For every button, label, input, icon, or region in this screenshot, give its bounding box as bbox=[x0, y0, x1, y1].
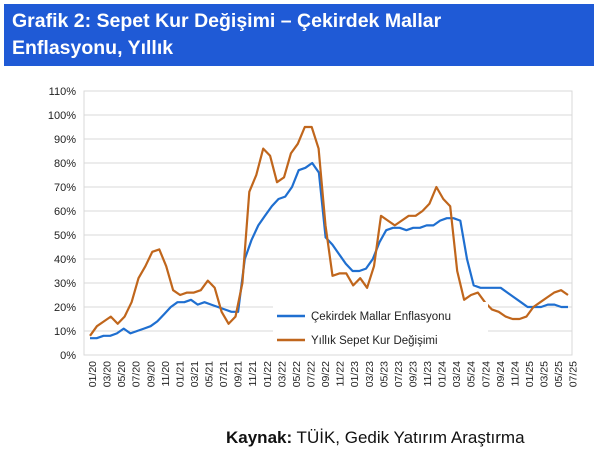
x-tick-label: 07/20 bbox=[131, 361, 143, 387]
legend-label: Yıllık Sepet Kur Değişimi bbox=[311, 335, 438, 347]
x-tick-label: 05/20 bbox=[116, 361, 128, 387]
y-tick-label: 100% bbox=[48, 110, 76, 122]
x-tick-label: 11/22 bbox=[335, 361, 347, 387]
series-line-fx-basket bbox=[89, 125, 569, 337]
title-line-1: Sepet Kur Değişimi – Çekirdek Mallar bbox=[96, 10, 442, 32]
x-tick-label: 07/22 bbox=[306, 361, 318, 387]
x-tick-label: 09/22 bbox=[320, 361, 332, 387]
x-tick-label: 11/20 bbox=[160, 361, 172, 387]
series-line-core-goods bbox=[90, 161, 568, 340]
x-tick-label: 03/21 bbox=[189, 361, 201, 387]
x-tick-label: 03/22 bbox=[276, 361, 288, 387]
y-tick-label: 40% bbox=[54, 254, 76, 266]
x-tick-label: 09/23 bbox=[407, 361, 419, 387]
x-tick-label: 07/23 bbox=[393, 361, 405, 387]
source-note: Kaynak: TÜİK, Gedik Yatırım Araştırma bbox=[226, 428, 525, 448]
x-tick-label: 03/24 bbox=[451, 361, 463, 387]
y-tick-label: 30% bbox=[54, 278, 76, 290]
x-tick-label: 05/24 bbox=[466, 361, 478, 387]
y-tick-label: 60% bbox=[54, 206, 76, 218]
y-tick-label: 50% bbox=[54, 230, 76, 242]
chart-area: 0% 10% 20% 30% 40% 50% 60% 70% 80% 90% 100% 110% 01/… bbox=[0, 74, 597, 424]
x-tick-label: 07/24 bbox=[480, 361, 492, 387]
x-tick-label: 09/20 bbox=[145, 361, 157, 387]
x-tick-label: 11/23 bbox=[422, 361, 434, 387]
x-tick-label: 03/25 bbox=[539, 361, 551, 387]
y-tick-label: 70% bbox=[54, 182, 76, 194]
y-tick-label: 20% bbox=[54, 302, 76, 314]
x-tick-label: 09/24 bbox=[495, 361, 507, 387]
x-tick-label: 05/21 bbox=[204, 361, 216, 387]
x-tick-label: 11/24 bbox=[509, 361, 521, 387]
y-tick-label: 10% bbox=[54, 326, 76, 338]
line-chart: 0% 10% 20% 30% 40% 50% 60% 70% 80% 90% 100% 110% 01/… bbox=[48, 86, 580, 387]
x-tick-label: 05/25 bbox=[553, 361, 565, 387]
legend-label: Çekirdek Mallar Enflasyonu bbox=[311, 311, 451, 323]
x-tick-label: 09/21 bbox=[233, 361, 245, 387]
x-tick-label: 01/24 bbox=[437, 361, 449, 387]
x-tick-label: 07/21 bbox=[218, 361, 230, 387]
x-tick-label: 03/23 bbox=[364, 361, 376, 387]
x-tick-label: 07/25 bbox=[568, 361, 580, 387]
x-tick-label: 01/20 bbox=[87, 361, 99, 387]
chart-title: Grafik 2: Sepet Kur Değişimi – Çekirdek … bbox=[12, 8, 586, 35]
source-text: TÜİK, Gedik Yatırım Araştırma bbox=[292, 428, 525, 447]
source-label: Kaynak: bbox=[226, 428, 293, 447]
x-tick-label: 01/21 bbox=[174, 361, 186, 387]
x-tick-label: 01/23 bbox=[349, 361, 361, 387]
x-tick-label: 01/25 bbox=[524, 361, 536, 387]
x-tick-label: 01/22 bbox=[262, 361, 274, 387]
y-tick-label: 90% bbox=[54, 134, 76, 146]
chart-header: Grafik 2: Sepet Kur Değişimi – Çekirdek … bbox=[4, 4, 594, 66]
title-prefix: Grafik 2: bbox=[12, 10, 92, 32]
x-tick-label: 05/23 bbox=[378, 361, 390, 387]
legend-box bbox=[273, 302, 488, 344]
chart-title-line-2: Enflasyonu, Yıllık bbox=[12, 37, 174, 59]
y-tick-label: 80% bbox=[54, 158, 76, 170]
x-tick-label: 05/22 bbox=[291, 361, 303, 387]
y-tick-label: 110% bbox=[49, 86, 77, 98]
x-tick-label: 03/20 bbox=[102, 361, 114, 387]
y-tick-label: 0% bbox=[60, 350, 76, 362]
x-tick-label: 11/21 bbox=[247, 361, 259, 387]
